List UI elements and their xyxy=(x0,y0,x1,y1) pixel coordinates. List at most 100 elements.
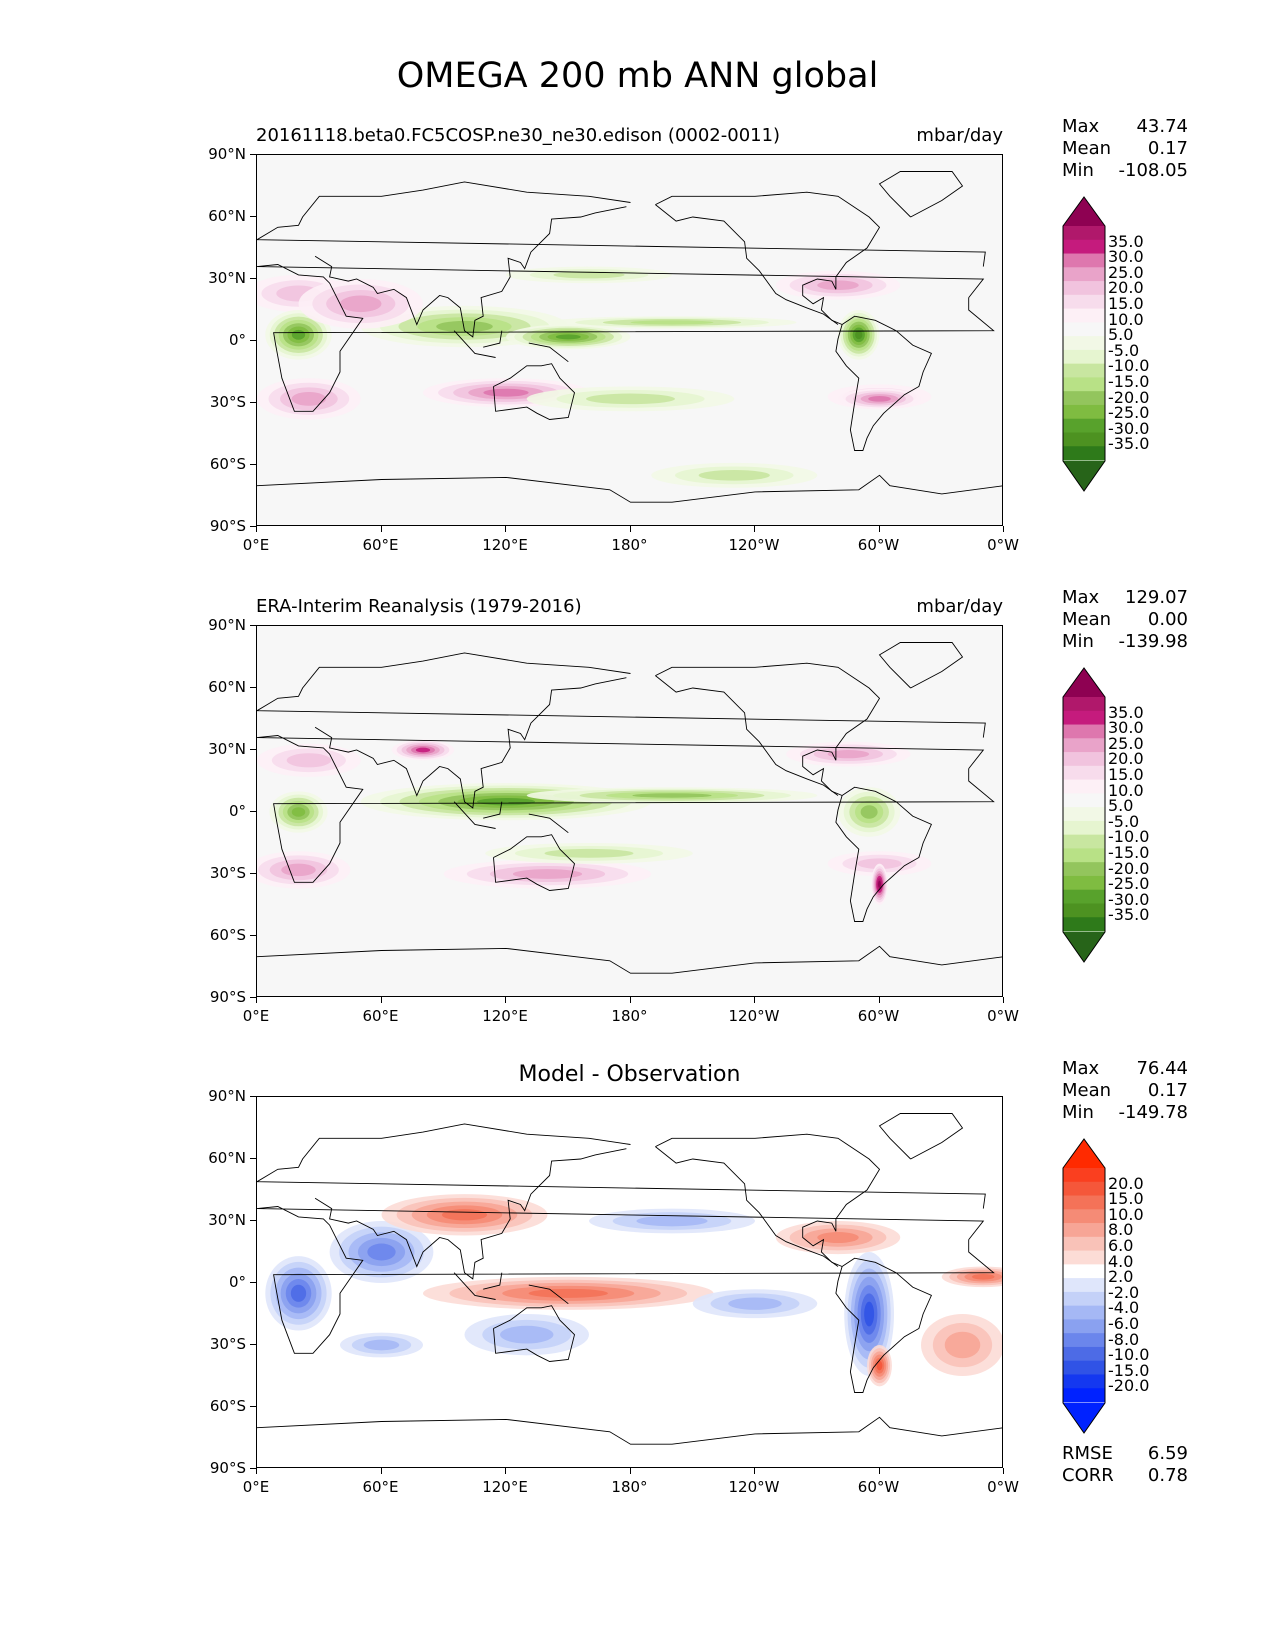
y-tick-label: 60°S xyxy=(209,455,246,473)
stat-row: Mean 0.17 xyxy=(1062,138,1188,160)
colorbar-tick-label: 5.0 xyxy=(1108,325,1134,345)
y-tick-label: 90°N xyxy=(208,145,246,163)
y-tick-label: 30°N xyxy=(208,1211,246,1229)
colorbar-outline xyxy=(1062,667,1106,963)
colorbar-tick-label: 10.0 xyxy=(1108,780,1144,800)
stat-value: 0.00 xyxy=(1147,609,1188,630)
stat-value: 43.74 xyxy=(1136,116,1188,137)
x-tick-label: 120°E xyxy=(482,1478,528,1496)
contour-fill xyxy=(728,1297,782,1310)
colorbar-tick-label: -15.0 xyxy=(1108,843,1150,862)
y-tick-mark xyxy=(250,997,256,998)
colorbar-tick-label: 15.0 xyxy=(1108,1189,1144,1209)
contour-fill xyxy=(441,1209,488,1221)
contour-fill xyxy=(291,807,306,817)
contour-fill xyxy=(286,753,332,768)
coastline xyxy=(655,662,881,796)
colorbar-segment xyxy=(1063,253,1105,268)
y-tick-label: 30°S xyxy=(209,1335,246,1353)
colorbar-segment xyxy=(1063,848,1105,863)
x-tick-mark xyxy=(629,526,631,532)
y-tick-mark xyxy=(250,811,256,812)
stat-label: RMSE xyxy=(1062,1443,1113,1464)
colorbar-segment xyxy=(1063,862,1105,877)
colorbar-segment xyxy=(1063,903,1105,918)
colorbar-tick-label: -8.0 xyxy=(1108,1329,1140,1349)
x-tick-mark xyxy=(380,997,382,1003)
coastline xyxy=(655,191,881,325)
colorbar-segment xyxy=(1063,1209,1105,1224)
y-tick-label: 60°N xyxy=(208,207,246,225)
stat-value: -139.98 xyxy=(1118,631,1188,652)
contour-fill xyxy=(944,1331,981,1359)
x-tick-mark xyxy=(878,1468,880,1474)
colorbar-segment xyxy=(1063,322,1105,337)
y-tick-label: 30°S xyxy=(209,864,246,882)
colorbar-tick-label: 8.0 xyxy=(1108,1220,1134,1240)
y-tick-mark xyxy=(250,154,256,155)
colorbar-tick-label: -25.0 xyxy=(1108,403,1150,423)
contour-fill xyxy=(544,848,634,858)
x-tick-label: 60°E xyxy=(362,1478,399,1496)
coastline xyxy=(493,363,575,420)
colorbar-outline xyxy=(1062,1138,1106,1434)
x-tick-label: 60°W xyxy=(857,1478,900,1496)
stat-row: Max 76.44 xyxy=(1062,1058,1188,1080)
stat-value: 0.17 xyxy=(1147,138,1188,159)
colorbar-extend-bottom xyxy=(1063,932,1105,962)
colorbar-segment xyxy=(1063,1236,1105,1252)
colorbar-segment xyxy=(1063,834,1105,849)
y-tick-label: 90°S xyxy=(209,988,246,1006)
colorbar-tick-label: -2.0 xyxy=(1108,1282,1140,1302)
stat-value: 6.59 xyxy=(1147,1443,1188,1464)
contour-fill xyxy=(483,388,529,397)
colorbar-tick-label: -20.0 xyxy=(1108,1376,1150,1396)
contour-fill xyxy=(632,793,712,798)
x-tick-mark xyxy=(629,997,631,1003)
x-tick-label: 0°W xyxy=(987,536,1019,554)
coastline xyxy=(655,204,839,325)
panel-title-left: 20161118.beta0.FC5COSP.ne30_ne30.edison … xyxy=(256,125,781,146)
colorbar-extend-top xyxy=(1063,1139,1105,1168)
contour-fill xyxy=(500,1325,554,1344)
colorbar-extend-bottom xyxy=(1063,1403,1105,1433)
contour-fill xyxy=(436,320,493,333)
colorbar-segment xyxy=(1063,1374,1105,1389)
y-tick-label: 90°S xyxy=(209,517,246,535)
x-tick-mark xyxy=(754,1468,755,1474)
stat-label: Min xyxy=(1062,631,1094,652)
colorbar-segment xyxy=(1063,1305,1105,1320)
contour-fill xyxy=(367,1243,396,1261)
colorbar-segment xyxy=(1063,239,1105,255)
colorbar-tick-label: -5.0 xyxy=(1108,340,1140,360)
figure-title: OMEGA 200 mb ANN global xyxy=(396,56,879,96)
y-tick-mark xyxy=(250,526,256,527)
y-tick-mark xyxy=(250,687,256,688)
y-tick-mark xyxy=(250,1220,256,1221)
colorbar-tick-label: 20.0 xyxy=(1108,1173,1144,1193)
coastline xyxy=(878,171,964,218)
stat-value: 129.07 xyxy=(1125,587,1188,608)
colorbar-tick-label: 10.0 xyxy=(1108,1204,1144,1224)
x-tick-mark xyxy=(1003,526,1004,532)
colorbar-tick-label: 4.0 xyxy=(1108,1251,1134,1271)
coastline xyxy=(257,945,1002,974)
x-tick-label: 60°E xyxy=(362,536,399,554)
colorbar-tick-label: 20.0 xyxy=(1108,278,1144,298)
contour-fill xyxy=(878,880,881,888)
x-tick-label: 0°W xyxy=(987,1478,1019,1496)
colorbar-tick-label: 15.0 xyxy=(1108,294,1144,313)
panel-title-left: ERA-Interim Reanalysis (1979-2016) xyxy=(256,596,582,617)
colorbar-tick-label: 25.0 xyxy=(1108,733,1144,753)
contour-fill xyxy=(586,393,675,405)
colorbar-tick-label: -35.0 xyxy=(1108,905,1150,925)
colorbar-segment xyxy=(1063,724,1105,739)
colorbar-tick-label: -20.0 xyxy=(1108,387,1150,407)
colorbar-segment xyxy=(1063,363,1105,378)
colorbar-segment xyxy=(1063,697,1105,712)
colorbar-tick-label: 30.0 xyxy=(1108,247,1144,267)
contour-fill xyxy=(476,797,536,806)
colorbar-tick-label: -10.0 xyxy=(1108,1345,1150,1365)
colorbar-segment xyxy=(1063,391,1105,406)
x-tick-label: 60°W xyxy=(857,1007,900,1025)
